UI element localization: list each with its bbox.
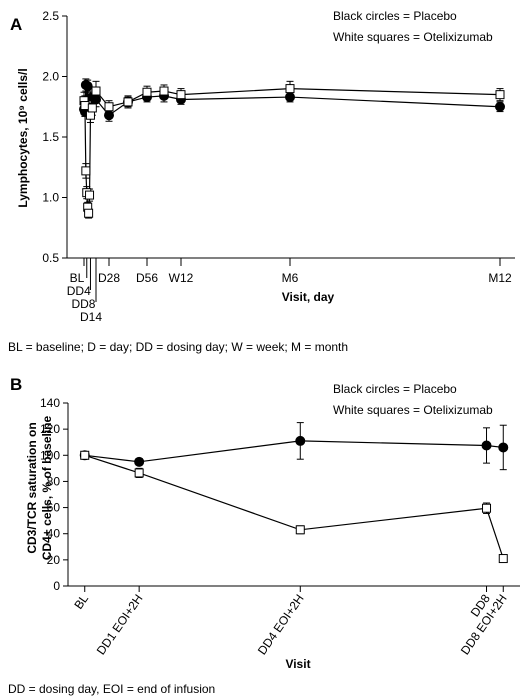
panel-a-x-axis-label: Visit, day [282,290,335,304]
panel-b-y-axis-label: CD3/TCR saturation on CD4+ cells, % of b… [25,415,54,560]
panel-b-otelixizumab-series-point [134,468,144,478]
panel-a-x-tick-label: BL [70,271,85,285]
panel-b-x-tick-label: DD1 EOI+2H [94,592,146,658]
panel-a-x-tick-label: D14 [80,310,102,324]
panel-a-otelixizumab-series-point [495,90,505,100]
panel-a-y-axis-label: Lymphocytes, 10⁹ cells/l [16,68,30,207]
panel-b-placebo-series-point [134,456,145,467]
panel-b-placebo-series-point [295,435,306,446]
panel-b-otelixizumab-series-point [80,450,90,460]
panel-b-otelixizumab-series-point [295,525,305,535]
panel-a-plot [79,78,505,219]
panel-b-placebo-series-line [84,440,504,463]
panel-a-y-tick-label: 2.5 [42,9,59,23]
panel-a-x-tick-label: DD8 [71,297,95,311]
panel-a-otelixizumab-series-line [83,87,501,214]
panel-b-y-tick-label: 100 [40,448,60,462]
panel-b-plot [79,422,509,564]
panel-a-y-tick-label: 0.5 [42,251,59,265]
panel-b-y-tick-label: 120 [40,422,60,436]
panel-b-x-tick-label: DD4 EOI+2H [255,592,307,658]
panel-a-otelixizumab-series-point [142,87,152,97]
panel-b-x-tick-label: BL [71,591,91,611]
panel-b-legend-placebo: Black circles = Placebo [333,382,457,396]
panel-a-y-tick-label: 1.0 [42,191,59,205]
panel-b-placebo-series-point [498,442,509,453]
panel-a: A Black circles = Placebo White squares … [10,9,515,324]
panel-a-otelixizumab-series-point [123,97,133,107]
panel-a-otelixizumab-series-point [104,102,114,112]
panel-b-y-tick-label: 60 [47,501,61,515]
panel-a-x-tick-label: D28 [98,271,120,285]
panel-a-legend-placebo: Black circles = Placebo [333,9,457,23]
panel-a-placebo-series-point [495,101,505,112]
panel-b-y-tick-label: 140 [40,396,60,410]
panel-b-otelixizumab-series-line [84,454,504,559]
panel-a-x-tick-label: W12 [169,271,194,285]
panel-b: B Black circles = Placebo White squares … [10,375,520,671]
panel-b-x-axis-label: Visit [285,657,310,671]
panel-b-y-tick-label: 40 [47,527,61,541]
panel-b-y-axis-label-line-2: CD4+ cells, % of baseline [40,415,54,560]
panel-a-x-tick-label: M6 [282,271,299,285]
panel-b-y-tick-label: 20 [47,553,61,567]
panel-a-x-tick-label: D56 [136,271,158,285]
panel-a-x-tick-label: M12 [488,271,512,285]
panel-a-otelixizumab-series-point [84,208,94,218]
panel-b-y-tick-label: 80 [47,474,61,488]
panel-b-y-tick-label: 0 [53,579,60,593]
footnote-b: DD = dosing day, EOI = end of infusion [8,682,215,696]
panel-a-otelixizumab-series-point [91,86,101,96]
panel-b-otelixizumab-series-point [482,503,492,513]
panel-b-legend-otelixizumab: White squares = Otelixizumab [333,403,493,417]
panel-b-placebo-series-point [481,440,492,451]
panel-b-y-axis-label-line-1: CD3/TCR saturation on [25,422,39,553]
panel-a-otelixizumab-series-point [81,166,91,176]
panel-a-placebo-series-point [82,81,93,92]
panel-a-axes [66,16,515,259]
footnote-a: BL = baseline; D = day; DD = dosing day;… [8,340,348,354]
panel-b-ticks: 0 20 40 60 80 100 120 140 BL DD1 EOI+2H DD4 EOI+2H… [40,396,510,657]
panel-a-otelixizumab-series-point [285,84,295,94]
panel-a-legend-otelixizumab: White squares = Otelixizumab [333,30,493,44]
panel-a-otelixizumab-series-point [87,103,97,113]
panel-a-y-tick-label: 2.0 [42,70,59,84]
panel-b-otelixizumab-series-point [498,554,508,564]
panel-a-otelixizumab-series-point [176,90,186,100]
panel-b-letter: B [10,375,22,394]
panel-a-otelixizumab-series-point [159,86,169,96]
panel-a-letter: A [10,15,22,34]
panel-a-x-tick-label: DD4 [67,284,91,298]
panel-a-otelixizumab-series-point [80,101,90,111]
panel-b-axes [67,403,520,587]
panel-a-otelixizumab-series-point [85,190,95,200]
panel-a-y-tick-label: 1.5 [42,130,59,144]
